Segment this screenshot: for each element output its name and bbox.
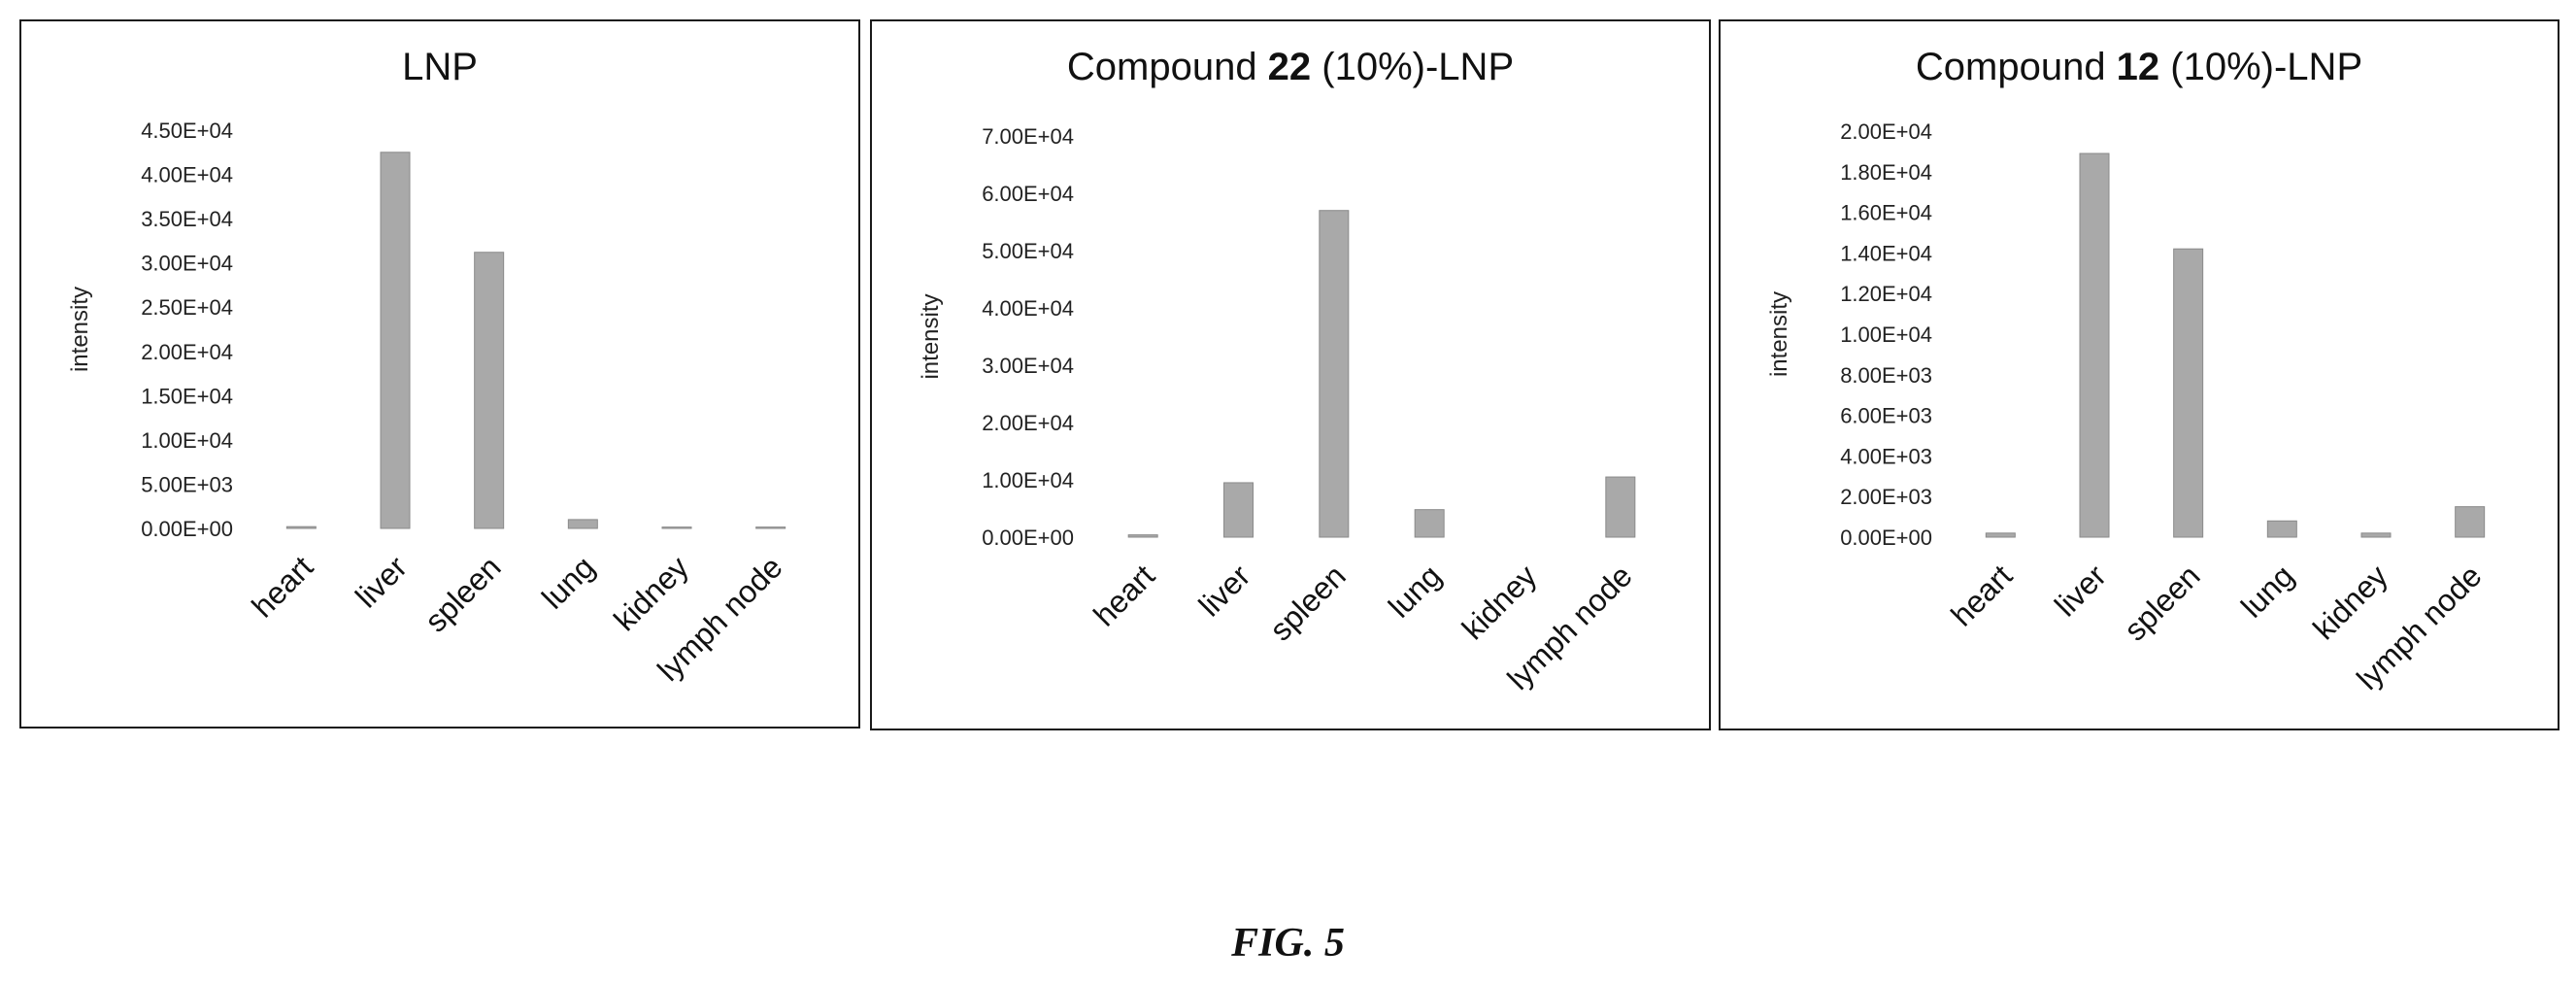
y-tick-label: 1.80E+04 bbox=[1840, 160, 1932, 185]
bar-lymph-node bbox=[1605, 476, 1636, 538]
bar-spleen bbox=[2173, 248, 2204, 538]
chart-title-part: 12 bbox=[2117, 46, 2160, 88]
y-tick-label: 7.00E+04 bbox=[982, 124, 1074, 149]
chart-title: LNP bbox=[402, 46, 478, 88]
chart-panel-compound-22: Compound 22 (10%)-LNP intensity 0.00E+00 1.… bbox=[870, 19, 1711, 730]
x-tick-label: spleen bbox=[1263, 558, 1353, 647]
x-tick-label: heart bbox=[245, 549, 319, 624]
bar-heart bbox=[1985, 532, 2016, 538]
chart-svg: Compound 22 (10%)-LNP intensity 0.00E+00 1.… bbox=[918, 46, 1639, 696]
y-tick-label: 1.00E+04 bbox=[141, 428, 233, 453]
y-tick-label: 6.00E+04 bbox=[982, 182, 1074, 206]
y-axis-label: intensity bbox=[67, 287, 93, 372]
y-tick-label: 2.00E+04 bbox=[1840, 119, 1932, 144]
y-tick-label: 4.00E+03 bbox=[1840, 444, 1932, 468]
bar-heart bbox=[285, 525, 317, 529]
x-tick-label: kidney bbox=[2306, 558, 2394, 646]
bar-liver bbox=[2079, 153, 2110, 538]
chart-title-part: LNP bbox=[402, 46, 478, 88]
x-tick-label: lung bbox=[2234, 558, 2300, 624]
bar-kidney bbox=[2360, 532, 2392, 538]
y-tick-label: 3.00E+04 bbox=[982, 354, 1074, 378]
y-tick-label: 6.00E+03 bbox=[1840, 404, 1932, 428]
x-tick-label: liver bbox=[349, 549, 414, 614]
y-tick-label: 1.00E+04 bbox=[1840, 322, 1932, 347]
x-tick-label: heart bbox=[1087, 558, 1161, 632]
bar-heart bbox=[1127, 534, 1158, 538]
chart-panel-lnp: LNP intensity 0.00E+00 5.00E+03 1.00E+04 1.50… bbox=[19, 19, 860, 729]
y-tick-label: 5.00E+04 bbox=[982, 239, 1074, 263]
y-tick-label: 1.60E+04 bbox=[1840, 201, 1932, 225]
bar-lung bbox=[1414, 509, 1445, 538]
x-tick-label: heart bbox=[1944, 558, 2019, 632]
y-tick-label: 2.50E+04 bbox=[141, 295, 233, 320]
bar-liver bbox=[380, 152, 411, 529]
chart-title: Compound 22 (10%)-LNP bbox=[1067, 46, 1514, 88]
chart-panel-compound-12: Compound 12 (10%)-LNP intensity 0.00E+00 2.… bbox=[1719, 19, 2559, 730]
bar-spleen bbox=[1319, 210, 1350, 538]
y-tick-label: 8.00E+03 bbox=[1840, 363, 1932, 388]
y-tick-label: 0.00E+00 bbox=[141, 517, 233, 541]
y-tick-label: 4.00E+04 bbox=[982, 296, 1074, 321]
y-tick-label: 1.50E+04 bbox=[141, 384, 233, 408]
y-tick-label: 0.00E+00 bbox=[1840, 525, 1932, 550]
y-tick-label: 2.00E+04 bbox=[982, 411, 1074, 435]
y-tick-label: 1.40E+04 bbox=[1840, 241, 1932, 265]
x-tick-label: spleen bbox=[2117, 558, 2206, 647]
y-tick-label: 0.00E+00 bbox=[982, 525, 1074, 550]
bar-lymph-node bbox=[755, 526, 786, 529]
chart-title-part: Compound bbox=[1067, 46, 1268, 88]
chart-svg: LNP intensity 0.00E+00 5.00E+03 1.00E+04 1.50… bbox=[67, 46, 789, 688]
chart-svg: Compound 12 (10%)-LNP intensity 0.00E+00 2.… bbox=[1766, 46, 2489, 696]
y-tick-label: 3.00E+04 bbox=[141, 252, 233, 276]
y-tick-label: 3.50E+04 bbox=[141, 207, 233, 231]
x-tick-label: liver bbox=[1192, 558, 1257, 623]
y-tick-label: 1.20E+04 bbox=[1840, 282, 1932, 306]
chart-title-part: (10%)-LNP bbox=[2159, 46, 2362, 88]
x-tick-label: kidney bbox=[1455, 558, 1544, 646]
x-tick-label: kidney bbox=[607, 549, 695, 637]
chart-title-part: Compound bbox=[1916, 46, 2117, 88]
bar-kidney bbox=[661, 526, 692, 529]
x-tick-label: liver bbox=[2048, 558, 2113, 623]
bar-lung bbox=[2266, 520, 2297, 538]
y-axis-label: intensity bbox=[918, 293, 944, 379]
chart-title-part: 22 bbox=[1268, 46, 1312, 88]
bar-lung bbox=[567, 519, 598, 529]
chart-title-part: (10%)-LNP bbox=[1311, 46, 1514, 88]
x-tick-label: lung bbox=[535, 549, 601, 615]
x-tick-label: spleen bbox=[418, 549, 507, 638]
bar-liver bbox=[1223, 482, 1254, 538]
y-axis-label: intensity bbox=[1766, 291, 1792, 377]
y-tick-label: 5.00E+03 bbox=[141, 472, 233, 496]
chart-title: Compound 12 (10%)-LNP bbox=[1916, 46, 2362, 88]
bar-spleen bbox=[474, 252, 505, 529]
x-tick-label: lung bbox=[1382, 558, 1448, 624]
y-tick-label: 4.00E+04 bbox=[141, 163, 233, 187]
figure-caption: FIG. 5 bbox=[1231, 921, 1345, 966]
y-tick-label: 4.50E+04 bbox=[141, 119, 233, 143]
y-tick-label: 2.00E+04 bbox=[141, 340, 233, 364]
bar-lymph-node bbox=[2455, 506, 2486, 538]
y-tick-label: 2.00E+03 bbox=[1840, 485, 1932, 509]
y-tick-label: 1.00E+04 bbox=[982, 468, 1074, 492]
